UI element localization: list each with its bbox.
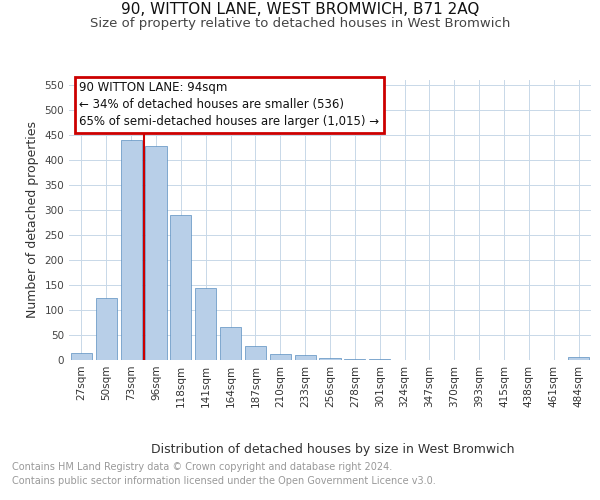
- Bar: [121, 140, 142, 360]
- Text: Contains public sector information licensed under the Open Government Licence v3: Contains public sector information licen…: [12, 476, 436, 486]
- Text: 90, WITTON LANE, WEST BROMWICH, B71 2AQ: 90, WITTON LANE, WEST BROMWICH, B71 2AQ: [121, 2, 479, 18]
- Y-axis label: Number of detached properties: Number of detached properties: [26, 122, 39, 318]
- Bar: [295, 355, 316, 360]
- Text: 90 WITTON LANE: 94sqm
← 34% of detached houses are smaller (536)
65% of semi-det: 90 WITTON LANE: 94sqm ← 34% of detached …: [79, 82, 380, 128]
- Bar: [145, 146, 167, 360]
- Bar: [270, 354, 291, 360]
- Bar: [71, 352, 92, 360]
- Bar: [319, 358, 341, 360]
- Text: Size of property relative to detached houses in West Bromwich: Size of property relative to detached ho…: [90, 18, 510, 30]
- Bar: [170, 215, 191, 360]
- Text: Contains HM Land Registry data © Crown copyright and database right 2024.: Contains HM Land Registry data © Crown c…: [12, 462, 392, 472]
- Bar: [220, 326, 241, 360]
- Bar: [96, 298, 117, 360]
- Bar: [344, 358, 365, 360]
- Bar: [195, 288, 216, 360]
- Bar: [568, 357, 589, 360]
- Bar: [369, 359, 390, 360]
- Text: Distribution of detached houses by size in West Bromwich: Distribution of detached houses by size …: [151, 442, 515, 456]
- Bar: [245, 346, 266, 360]
